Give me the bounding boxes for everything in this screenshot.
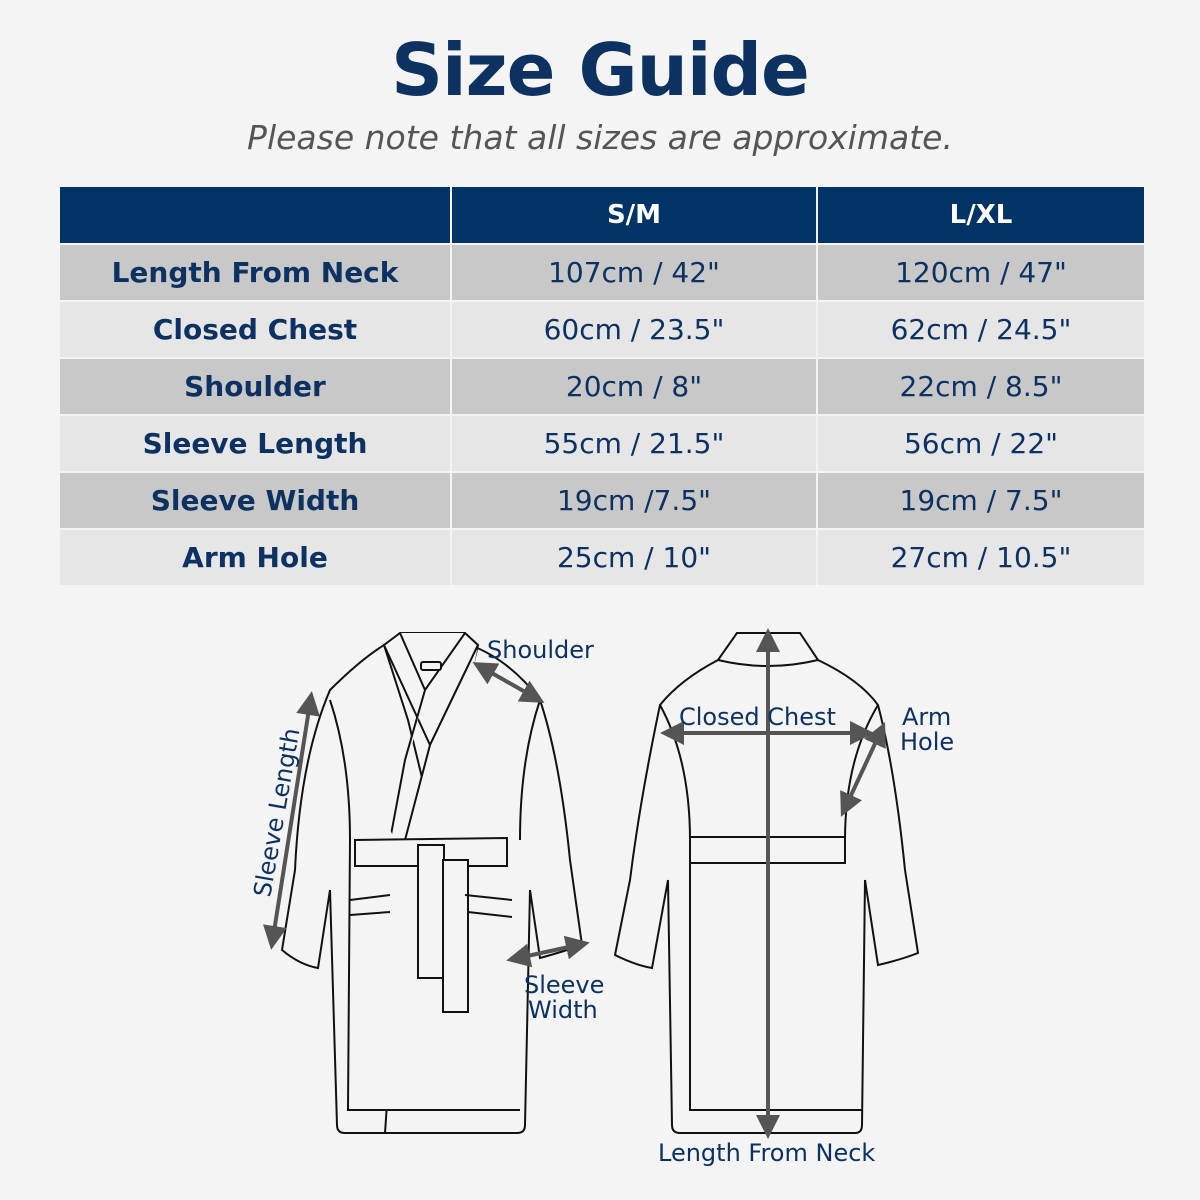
row-label: Shoulder	[58, 357, 452, 416]
table-header: S/M L/XL	[58, 185, 1146, 245]
table-row: Sleeve Length 55cm / 21.5" 56cm / 22"	[58, 414, 1146, 473]
cell-lxl: 27cm / 10.5"	[816, 528, 1146, 587]
row-label: Length From Neck	[58, 243, 452, 302]
cell-lxl: 22cm / 8.5"	[816, 357, 1146, 416]
sleeve-length-arrow	[263, 691, 320, 950]
cell-lxl: 19cm / 7.5"	[816, 471, 1146, 530]
cell-lxl: 120cm / 47"	[816, 243, 1146, 302]
header-lxl: L/XL	[816, 185, 1146, 245]
row-label: Arm Hole	[58, 528, 452, 587]
measurement-arrows	[263, 628, 886, 1139]
subtitle: Please note that all sizes are approxima…	[247, 118, 953, 157]
shoulder-label: Shoulder	[487, 636, 594, 664]
sleeve-width-label-2: Width	[528, 996, 598, 1024]
cell-lxl: 62cm / 24.5"	[816, 300, 1146, 359]
arm-hole-arrow	[840, 722, 886, 817]
table-row: Length From Neck 107cm / 42" 120cm / 47"	[58, 243, 1146, 302]
sleeve-width-arrow	[506, 935, 590, 968]
cell-sm: 20cm / 8"	[450, 357, 818, 416]
table-row: Arm Hole 25cm / 10" 27cm / 10.5"	[58, 528, 1146, 587]
row-label: Closed Chest	[58, 300, 452, 359]
closed-chest-label: Closed Chest	[679, 703, 836, 731]
cell-sm: 60cm / 23.5"	[450, 300, 818, 359]
table-row: Closed Chest 60cm / 23.5" 62cm / 24.5"	[58, 300, 1146, 359]
row-label: Sleeve Width	[58, 471, 452, 530]
cell-lxl: 56cm / 22"	[816, 414, 1146, 473]
front-robe-illustration	[280, 632, 584, 1134]
size-table: S/M L/XL Length From Neck 107cm / 42" 12…	[58, 185, 1146, 587]
page-title: Size Guide	[391, 28, 810, 112]
cell-sm: 55cm / 21.5"	[450, 414, 818, 473]
table-row: Sleeve Width 19cm /7.5" 19cm / 7.5"	[58, 471, 1146, 530]
length-from-neck-label: Length From Neck	[658, 1139, 875, 1167]
cell-sm: 107cm / 42"	[450, 243, 818, 302]
sleeve-width-label-1: Sleeve	[524, 971, 604, 999]
header-sm: S/M	[450, 185, 818, 245]
shoulder-arrow	[472, 662, 545, 703]
robe-diagram: Shoulder Sleeve Length Sleeve Width Clos…	[248, 628, 954, 1167]
header-blank	[58, 185, 452, 245]
table-row: Shoulder 20cm / 8" 22cm / 8.5"	[58, 357, 1146, 416]
arm-hole-label-1: Arm	[902, 703, 951, 731]
row-label: Sleeve Length	[58, 414, 452, 473]
cell-sm: 19cm /7.5"	[450, 471, 818, 530]
arm-hole-label-2: Hole	[900, 728, 954, 756]
cell-sm: 25cm / 10"	[450, 528, 818, 587]
